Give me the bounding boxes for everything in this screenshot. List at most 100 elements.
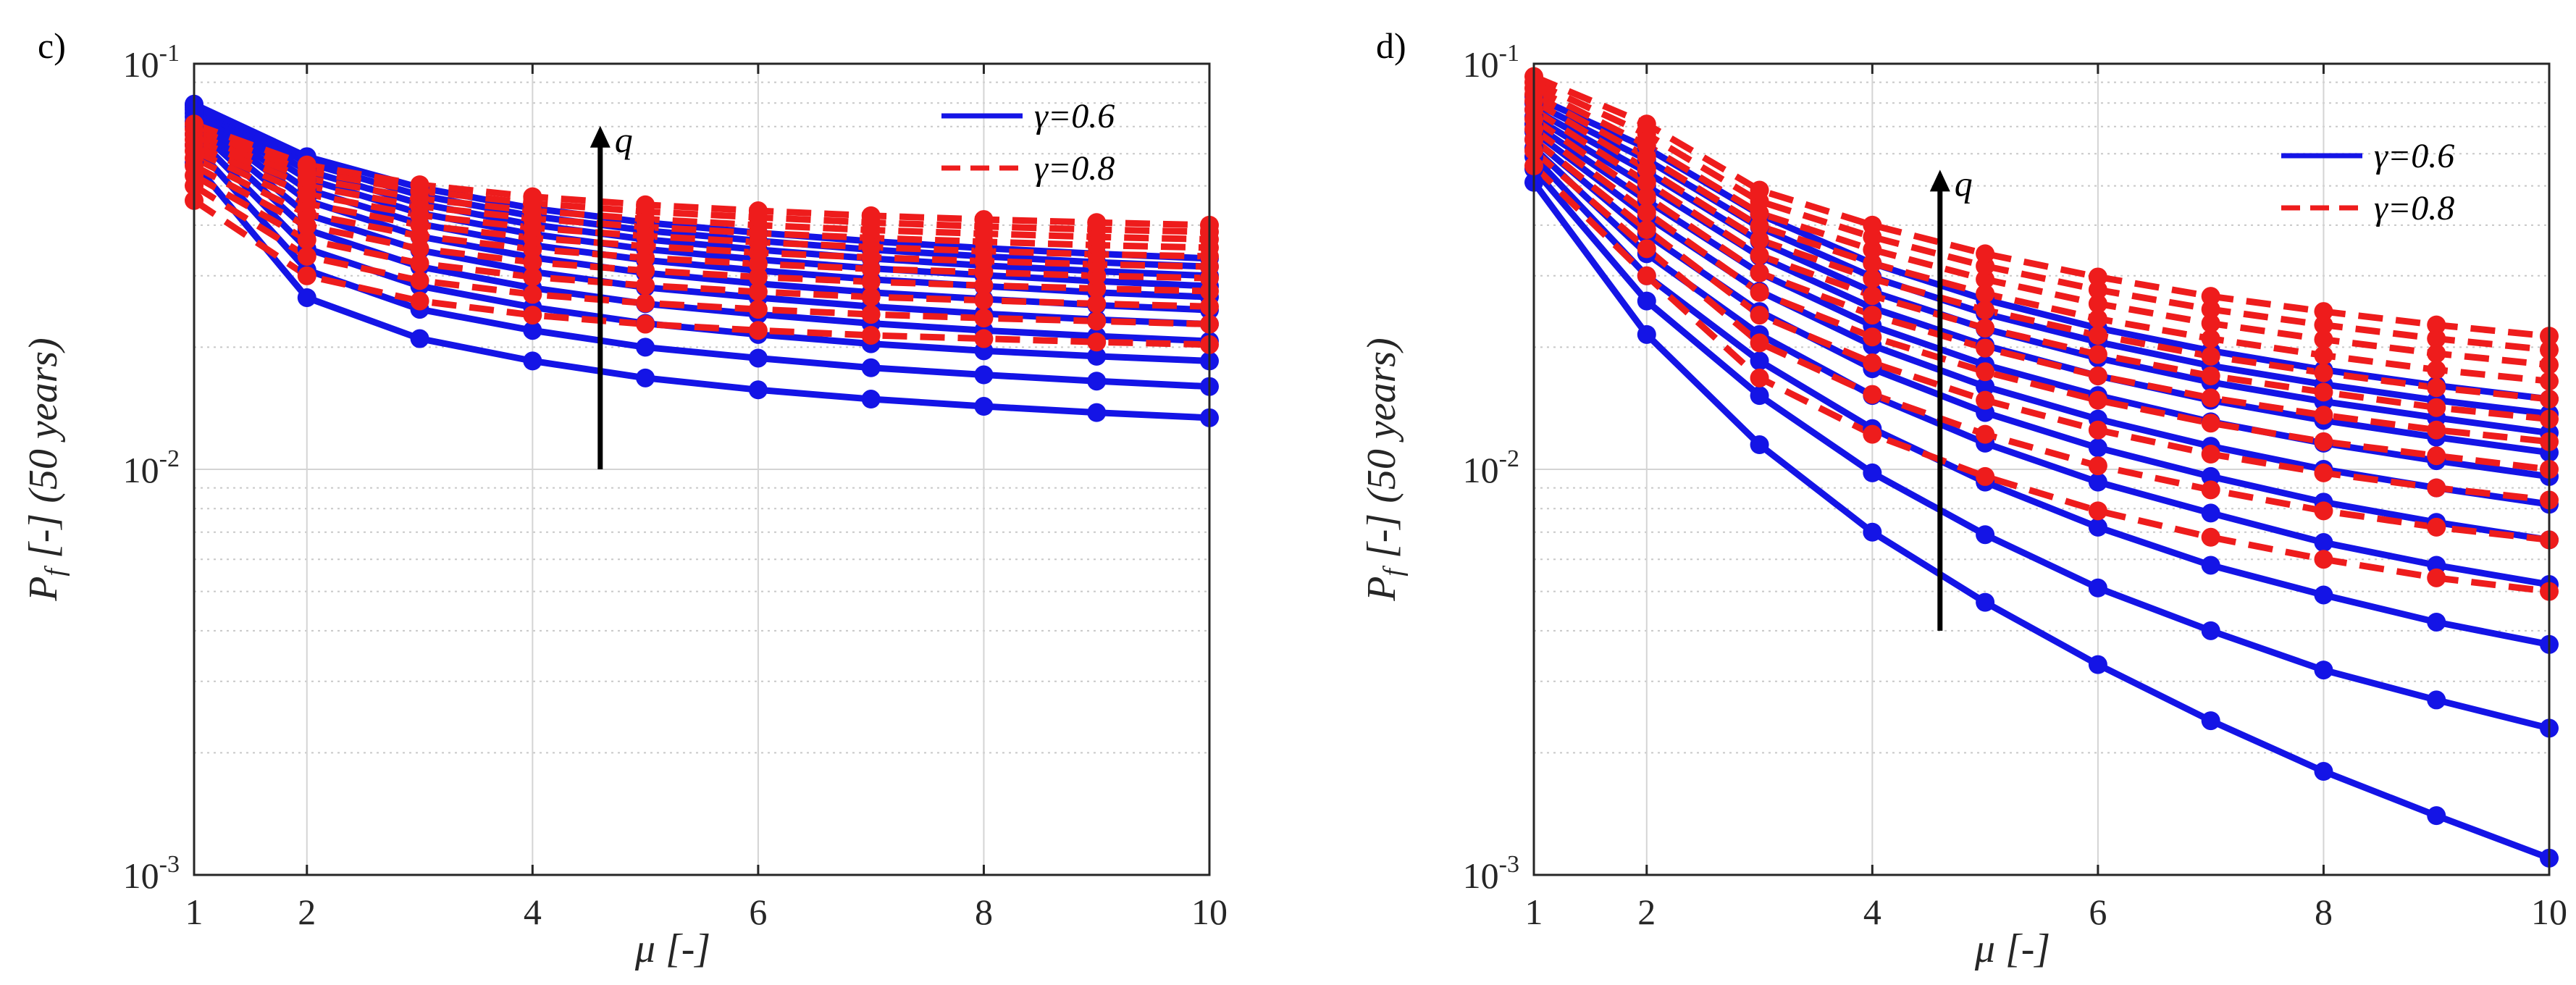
data-point	[1637, 203, 1656, 222]
axes-box	[193, 62, 1211, 876]
data-point	[2314, 406, 2333, 425]
data-point	[523, 267, 542, 287]
legend-label: γ=0.6	[1034, 97, 1115, 135]
series-line-gamma-0.8-20	[1532, 79, 2550, 353]
data-point	[636, 314, 655, 334]
q-arrow-head	[590, 125, 611, 148]
axes-box	[1532, 62, 2551, 876]
data-point	[2314, 762, 2333, 781]
data-point	[1750, 368, 1769, 387]
data-point	[1976, 466, 1995, 486]
x-tick-label: 4	[1863, 892, 1881, 932]
data-point	[2088, 390, 2107, 410]
data-point	[1976, 377, 1995, 396]
series-line-gamma-0.6-7	[192, 106, 1210, 290]
data-point	[1750, 230, 1769, 250]
data-point	[1087, 294, 1107, 314]
y-tick-label: 10-1	[123, 40, 180, 85]
data-point	[297, 230, 316, 250]
data-point	[2314, 585, 2333, 605]
series-line-gamma-0.6-6	[192, 110, 1210, 301]
y-tick-label: 10-1	[1463, 40, 1519, 85]
legend-label: γ=0.8	[2374, 189, 2454, 227]
data-point	[2088, 438, 2107, 458]
x-tick-label: 10	[2531, 892, 2567, 932]
series-line-gamma-0.6-4	[1532, 137, 2550, 543]
data-point	[1976, 390, 1995, 410]
data-point	[974, 397, 994, 416]
x-axis-label: μ [-]	[634, 926, 710, 971]
data-point	[748, 282, 768, 301]
data-point	[2088, 366, 2107, 385]
data-point	[1976, 301, 1995, 320]
series-line-gamma-0.8-14	[1532, 126, 2550, 473]
data-point	[2201, 329, 2220, 348]
data-point	[1976, 269, 1995, 289]
data-point	[2427, 420, 2446, 440]
data-point	[2314, 463, 2333, 482]
data-point	[2201, 287, 2220, 306]
data-point	[1087, 311, 1107, 331]
data-point	[2314, 661, 2333, 680]
data-point	[748, 201, 768, 221]
data-point	[1750, 435, 1769, 455]
data-point	[1637, 172, 1656, 192]
data-point	[2314, 345, 2333, 365]
chart-panel-d: 1 2 4 6 8 10 10-3 10-2 10-1 μ [-] Pf [-] (50 years…	[1359, 25, 2567, 971]
data-point	[861, 305, 881, 324]
data-point	[1087, 332, 1107, 352]
data-point	[1637, 220, 1656, 240]
data-point	[636, 276, 655, 296]
data-point	[1976, 284, 1995, 303]
data-point	[1863, 269, 1882, 288]
data-point	[523, 187, 542, 206]
data-point	[1637, 187, 1656, 206]
data-point	[2427, 612, 2446, 632]
data-point	[2314, 330, 2333, 349]
x-tick-label: 8	[2315, 892, 2333, 932]
x-tick-label: 6	[2089, 892, 2107, 932]
series-line-gamma-0.8-12	[192, 183, 1210, 328]
x-axis-label: μ [-]	[1974, 926, 2050, 971]
data-point	[974, 210, 994, 230]
data-point	[2314, 432, 2333, 451]
data-point	[410, 253, 429, 273]
data-point	[523, 306, 542, 325]
series-line-gamma-0.8-12	[1532, 148, 2550, 543]
data-point	[297, 266, 316, 285]
data-point	[2088, 655, 2107, 674]
axis-ticks	[1532, 64, 2551, 875]
data-point	[2201, 480, 2220, 500]
data-point	[410, 329, 429, 348]
series-line-gamma-0.8-19	[1532, 85, 2550, 369]
series-line-gamma-0.8-11	[192, 198, 1210, 348]
data-point	[2314, 363, 2333, 382]
q-arrow-head	[1929, 169, 1950, 192]
series-line-gamma-0.8-17	[1532, 98, 2550, 403]
data-point	[1750, 282, 1769, 302]
data-point	[861, 288, 881, 307]
data-point	[2201, 366, 2220, 385]
legend: γ=0.6 γ=0.8	[2281, 137, 2454, 227]
data-point	[1863, 253, 1882, 273]
data-point	[523, 253, 542, 272]
data-point	[1637, 266, 1656, 285]
data-point	[297, 288, 316, 307]
data-point	[2427, 315, 2446, 335]
series-line-gamma-0.6-9	[192, 102, 1210, 270]
series-line-gamma-0.6-8	[192, 104, 1210, 280]
data-point	[1750, 351, 1769, 371]
panel-label: c)	[38, 25, 66, 66]
data-point	[2427, 806, 2446, 826]
data-point	[410, 291, 429, 311]
data-point	[1750, 386, 1769, 406]
data-point	[2427, 344, 2446, 364]
x-tick-label: 10	[1191, 892, 1228, 932]
data-point	[636, 368, 655, 387]
q-annotation-label: q	[1955, 163, 1973, 204]
panel-label: d)	[1376, 25, 1406, 66]
data-point	[2088, 472, 2107, 492]
q-annotation-label: q	[615, 120, 633, 160]
series-lines	[1531, 73, 2551, 862]
